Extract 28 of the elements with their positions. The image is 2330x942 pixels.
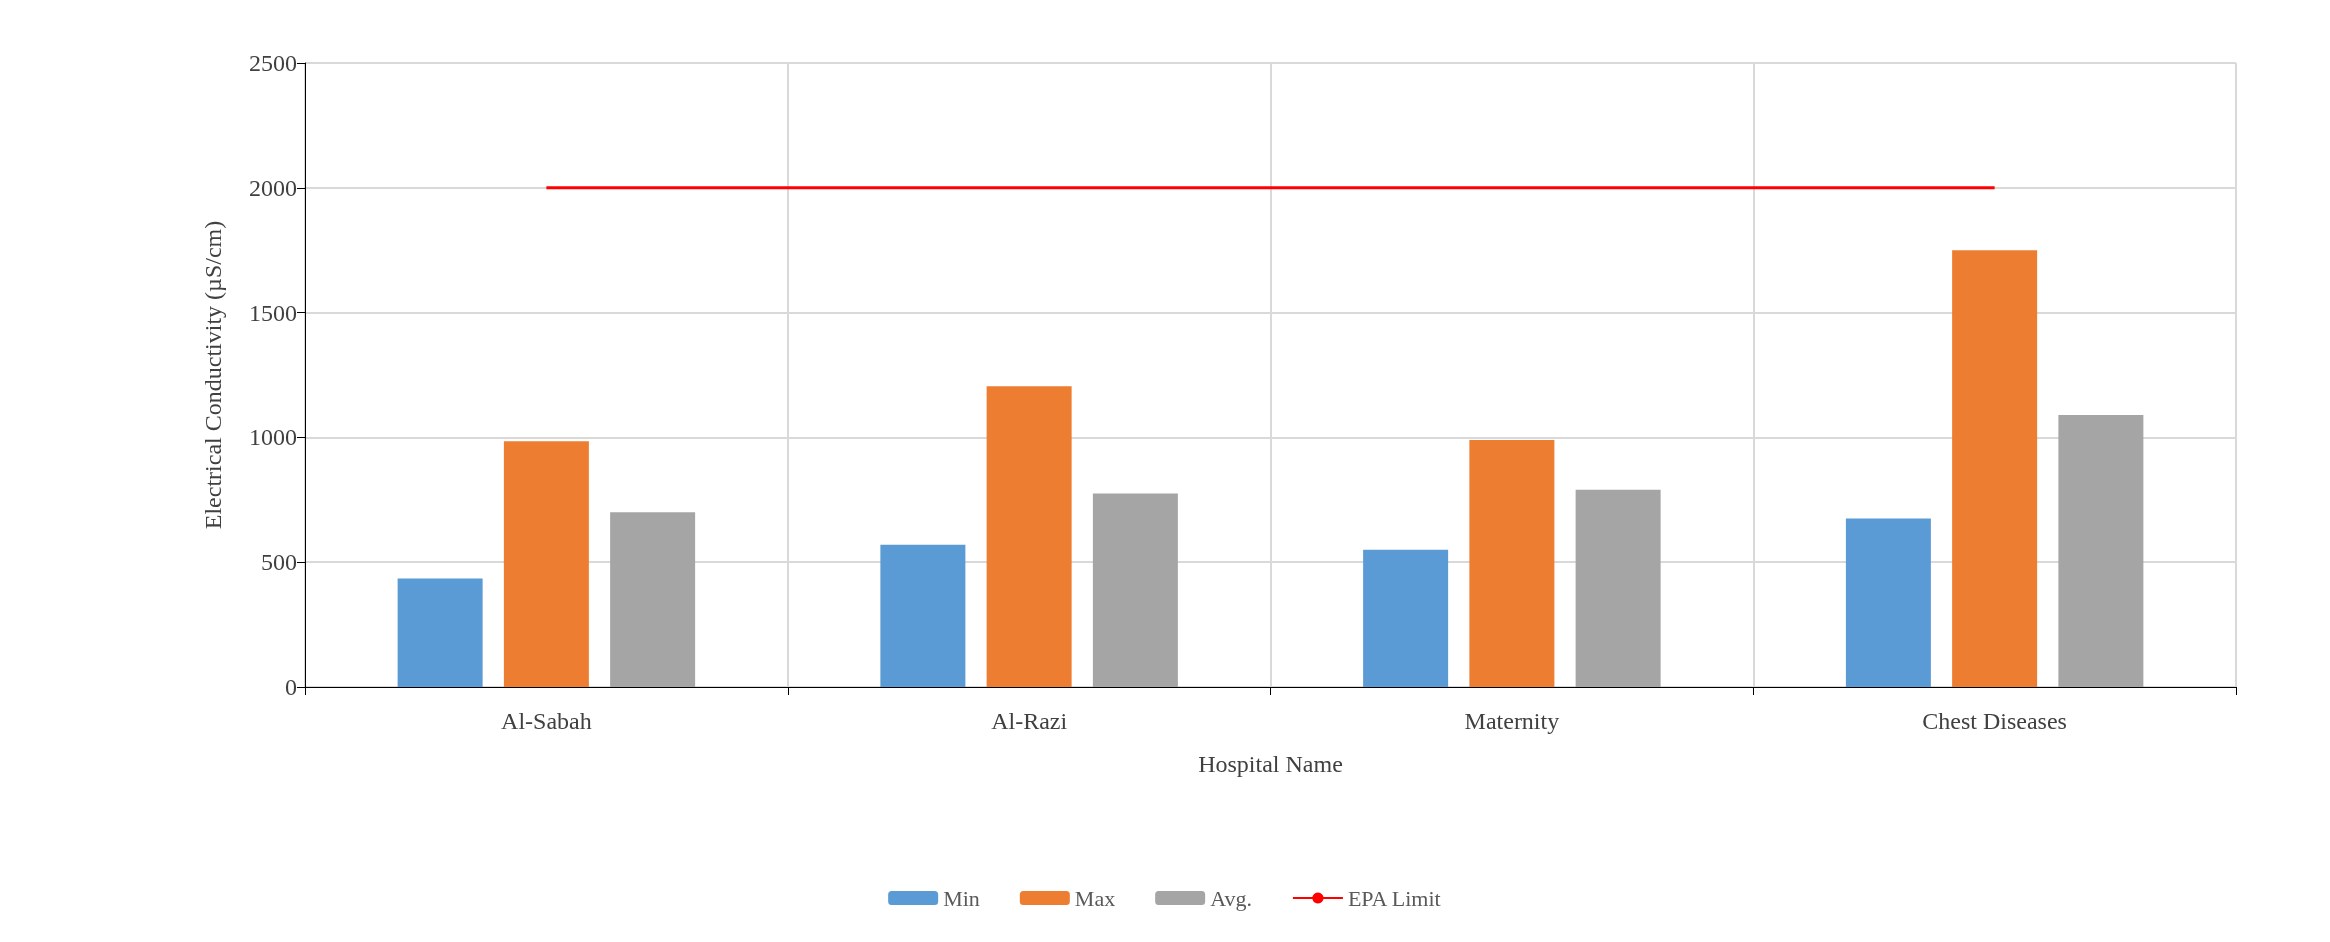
y-tick-label: 0 (285, 674, 297, 700)
bar (397, 578, 483, 687)
bar (1363, 549, 1449, 687)
y-tick-label: 500 (261, 549, 297, 576)
bar (1575, 489, 1661, 687)
legend-label: Avg. (1210, 885, 1252, 911)
x-axis-title: Hospital Name (1198, 751, 1343, 777)
legend-label: EPA Limit (1347, 885, 1441, 911)
x-tick-label: Maternity (1464, 708, 1560, 734)
bar (503, 441, 589, 687)
bar (1845, 518, 1931, 687)
y-tick-label: 2500 (249, 50, 297, 76)
x-tick-label: Al-Razi (991, 708, 1068, 734)
bar (986, 386, 1072, 687)
bar (1952, 250, 2038, 687)
bar (1092, 493, 1178, 687)
x-tick-label: Chest Diseases (1922, 708, 2067, 734)
x-tick-label: Al-Sabah (501, 708, 592, 734)
bar (1469, 439, 1555, 687)
y-tick-label: 2000 (249, 174, 297, 201)
bar (2058, 414, 2144, 687)
bar (610, 512, 696, 687)
y-tick-label: 1000 (249, 424, 297, 451)
legend-label: Min (943, 885, 980, 911)
y-axis-title: Electrical Conductivity (µS/cm) (200, 220, 226, 530)
bar (880, 544, 966, 687)
legend-label: Max (1074, 885, 1116, 911)
y-tick-label: 1500 (249, 299, 297, 326)
